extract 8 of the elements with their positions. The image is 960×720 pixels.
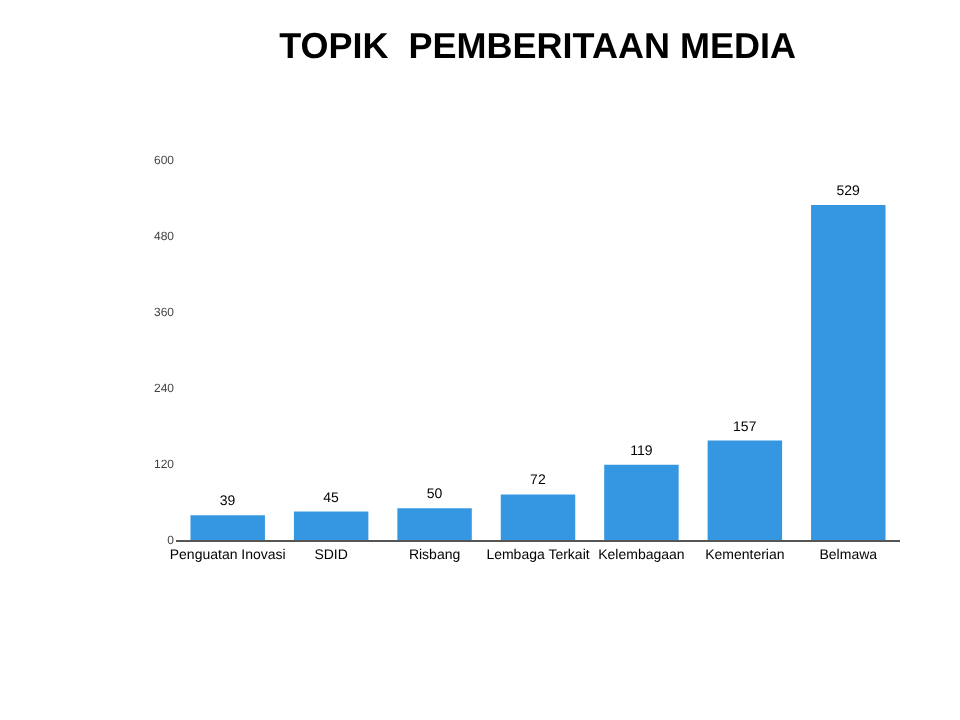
bar <box>397 508 472 540</box>
bar <box>190 515 265 540</box>
bar <box>707 440 783 540</box>
chart-title: TOPIK PEMBERITAAN MEDIA <box>279 25 796 66</box>
bar <box>500 494 576 540</box>
bar <box>293 511 369 540</box>
bar <box>811 204 886 540</box>
bar <box>604 464 679 540</box>
